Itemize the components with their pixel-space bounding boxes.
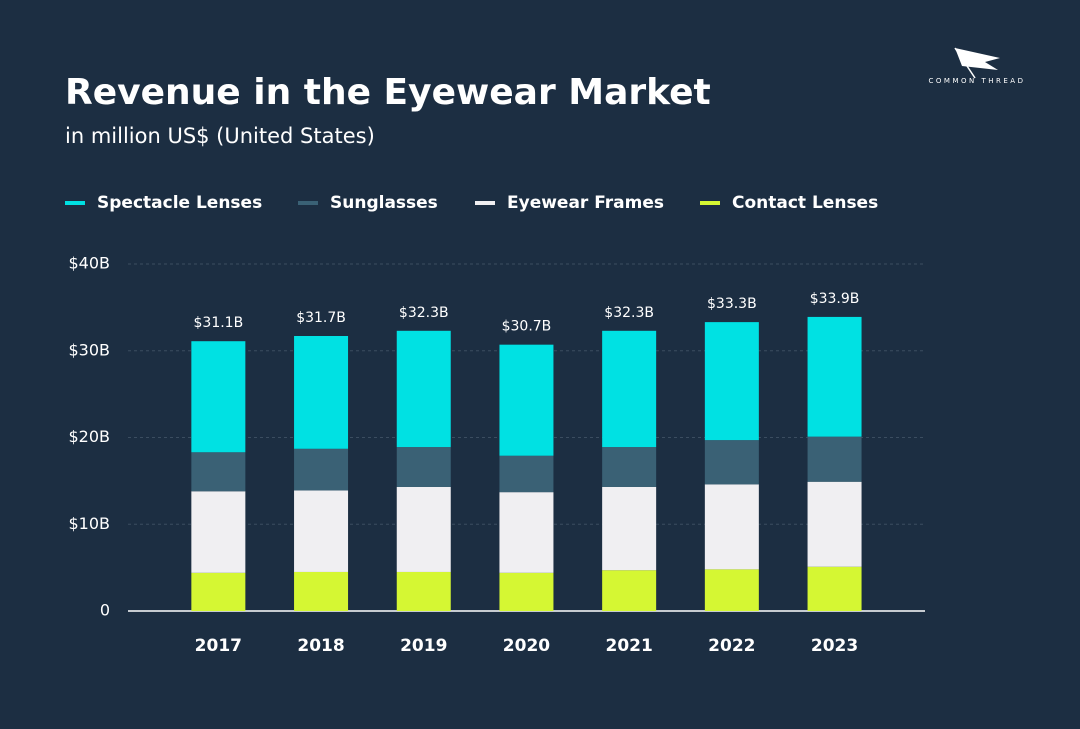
logo-text: COMMON THREAD bbox=[929, 77, 1026, 85]
bar-segment bbox=[294, 571, 349, 611]
bar-segment bbox=[499, 572, 554, 611]
bar-segment bbox=[191, 341, 246, 453]
x-tick-label: 2018 bbox=[297, 636, 344, 656]
y-tick-label: 0 bbox=[100, 601, 110, 620]
bar-segment bbox=[704, 322, 759, 441]
x-tick-label: 2022 bbox=[708, 636, 755, 656]
bar-segment bbox=[191, 491, 246, 573]
bar-segment bbox=[396, 571, 451, 611]
y-tick-label: $40B bbox=[68, 254, 110, 273]
legend-label: Contact Lenses bbox=[732, 193, 878, 213]
bar-segment bbox=[704, 440, 759, 485]
bar-segment bbox=[704, 569, 759, 611]
bar-segment bbox=[499, 492, 554, 573]
total-label: $33.3B bbox=[707, 296, 757, 312]
total-label: $32.3B bbox=[604, 305, 654, 321]
x-tick-label: 2020 bbox=[503, 636, 550, 656]
bar-segment bbox=[807, 316, 862, 437]
y-tick-label: $20B bbox=[68, 427, 110, 446]
bar-segment bbox=[602, 330, 657, 448]
x-tick-label: 2017 bbox=[195, 636, 242, 656]
bar-segment bbox=[294, 336, 349, 449]
chart-title: Revenue in the Eyewear Market bbox=[65, 72, 711, 113]
bar-segment bbox=[602, 486, 657, 571]
x-tick-label: 2021 bbox=[605, 636, 652, 656]
y-tick-label: $10B bbox=[68, 514, 110, 533]
x-tick-label: 2019 bbox=[400, 636, 447, 656]
bar-segment bbox=[704, 484, 759, 570]
total-label: $31.7B bbox=[296, 310, 346, 326]
bar-segment bbox=[807, 481, 862, 567]
logo: COMMON THREAD bbox=[929, 47, 1026, 85]
bar-segment bbox=[294, 448, 349, 491]
chart-subtitle: in million US$ (United States) bbox=[65, 124, 375, 148]
bar-segment bbox=[807, 566, 862, 611]
bar-segment bbox=[602, 447, 657, 487]
bar-segment bbox=[191, 452, 246, 492]
total-label: $31.1B bbox=[194, 315, 244, 331]
y-tick-label: $30B bbox=[68, 340, 110, 359]
logo-pole bbox=[954, 47, 976, 79]
total-label: $30.7B bbox=[502, 319, 552, 335]
bar-segment bbox=[807, 436, 862, 482]
legend-label: Spectacle Lenses bbox=[97, 193, 262, 213]
legend-label: Eyewear Frames bbox=[507, 193, 664, 213]
bar-segment bbox=[602, 570, 657, 611]
bar-segment bbox=[191, 572, 246, 611]
total-label: $33.9B bbox=[810, 291, 860, 307]
bar-segment bbox=[396, 486, 451, 572]
bar-segment bbox=[396, 447, 451, 487]
bar-segment bbox=[396, 330, 451, 448]
bar-segment bbox=[499, 455, 554, 493]
total-label: $32.3B bbox=[399, 305, 449, 321]
bar-segment bbox=[499, 344, 554, 456]
x-tick-label: 2023 bbox=[811, 636, 858, 656]
bar-segment bbox=[294, 490, 349, 572]
legend-label: Sunglasses bbox=[330, 193, 438, 213]
